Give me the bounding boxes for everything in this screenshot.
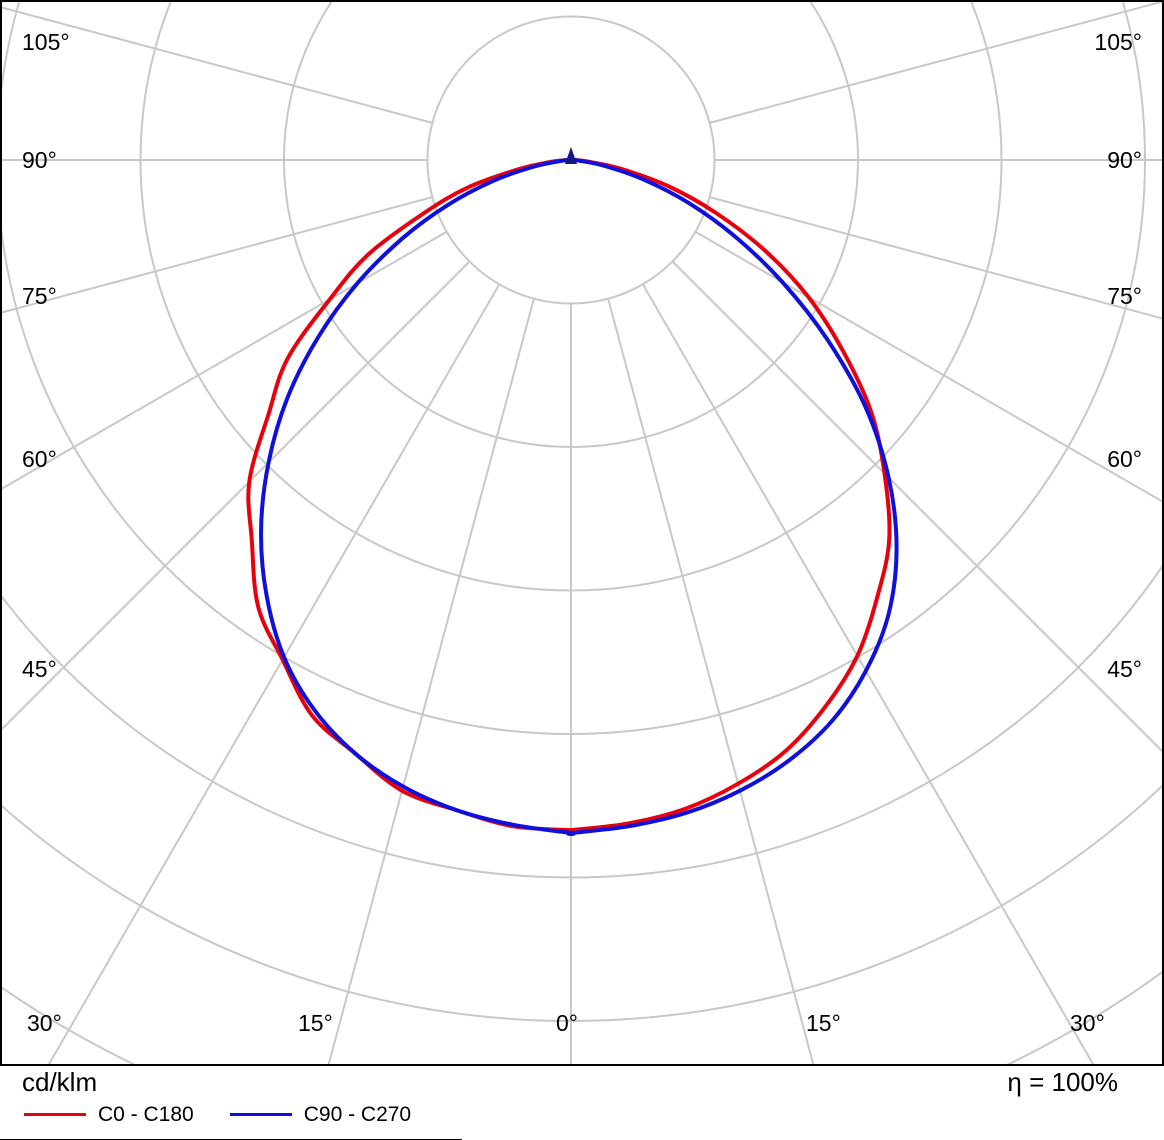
- angle-label: 90°: [1107, 147, 1142, 173]
- plot-area: [2, 2, 1162, 1064]
- legend: C0 - C180 C90 - C270: [0, 1103, 462, 1140]
- grid-radial: [47, 283, 501, 1064]
- curve-c0-c180: [246, 158, 892, 833]
- angle-label: 0°: [556, 1010, 578, 1036]
- polar-chart: 105° 90° 75° 60° 45° 30° 15° 0° 15° 30° 105° 90° 75°…: [0, 0, 1164, 1066]
- grid-radial: [327, 298, 535, 1064]
- angle-label: 15°: [298, 1010, 333, 1036]
- angle-label: 75°: [22, 283, 57, 309]
- angle-label: 105°: [22, 29, 70, 55]
- center-arrow-marker: [565, 147, 577, 164]
- legend-label: C90 - C270: [303, 1102, 412, 1126]
- legend-label: C0 - C180: [98, 1102, 194, 1126]
- grid-radial: [2, 6, 433, 124]
- grid-ring: [2, 2, 1146, 735]
- grid-radial: [694, 230, 1162, 503]
- legend-item: C90 - C270: [229, 1102, 412, 1127]
- efficiency-label: η = 100%: [1007, 1067, 1118, 1097]
- legend-swatch: [229, 1113, 292, 1117]
- angle-label: 60°: [22, 446, 57, 472]
- curve-c90-c270: [259, 158, 899, 836]
- grid-radial: [709, 2, 1162, 124]
- grid-ring: [2, 564, 1162, 879]
- angle-label: 30°: [1070, 1010, 1105, 1036]
- grid-radial: [641, 283, 1095, 1064]
- grid-ring: [2, 784, 1162, 1022]
- grid-radial: [2, 230, 448, 490]
- angle-label: 105°: [1094, 29, 1142, 55]
- legend-item: C0 - C180: [24, 1103, 194, 1127]
- legend-swatch: [24, 1113, 86, 1117]
- chart-border: [0, 0, 1164, 1066]
- grid-radial: [709, 196, 1162, 320]
- footer-top-row: cd/klm η = 100%: [0, 1066, 1164, 1097]
- angle-label: 60°: [1107, 446, 1142, 472]
- angle-label: 75°: [1107, 283, 1142, 309]
- angle-label: 15°: [806, 1010, 841, 1036]
- unit-label: cd/klm: [22, 1067, 98, 1097]
- angle-label: 90°: [22, 147, 57, 173]
- angle-label: 45°: [1107, 656, 1142, 682]
- angle-label: 30°: [27, 1010, 62, 1036]
- grid-radial: [671, 260, 1162, 753]
- angle-label: 45°: [22, 656, 57, 682]
- grid-radial: [2, 260, 471, 731]
- grid-radial: [2, 196, 433, 314]
- grid-radial: [607, 298, 815, 1064]
- chart-footer: cd/klm η = 100% C0 - C180 C90 - C270: [0, 1066, 1164, 1140]
